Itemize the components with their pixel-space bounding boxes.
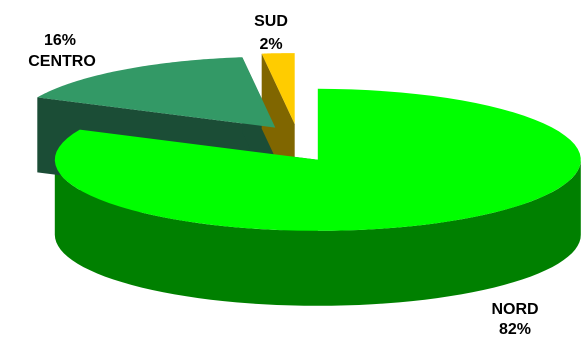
centro-category-label: CENTRO: [28, 53, 96, 70]
centro-slice: [37, 57, 276, 128]
nord-slice: [54, 88, 581, 231]
sud-slice: [261, 53, 295, 125]
nord-category-label: NORD: [491, 301, 538, 318]
nord-percent-label: 82%: [499, 321, 531, 337]
sud-percent-label: 2%: [259, 36, 282, 53]
centro-percent-label: 16%: [44, 32, 76, 49]
sud-category-label: SUD: [254, 13, 288, 30]
pie-tops: [37, 53, 581, 231]
